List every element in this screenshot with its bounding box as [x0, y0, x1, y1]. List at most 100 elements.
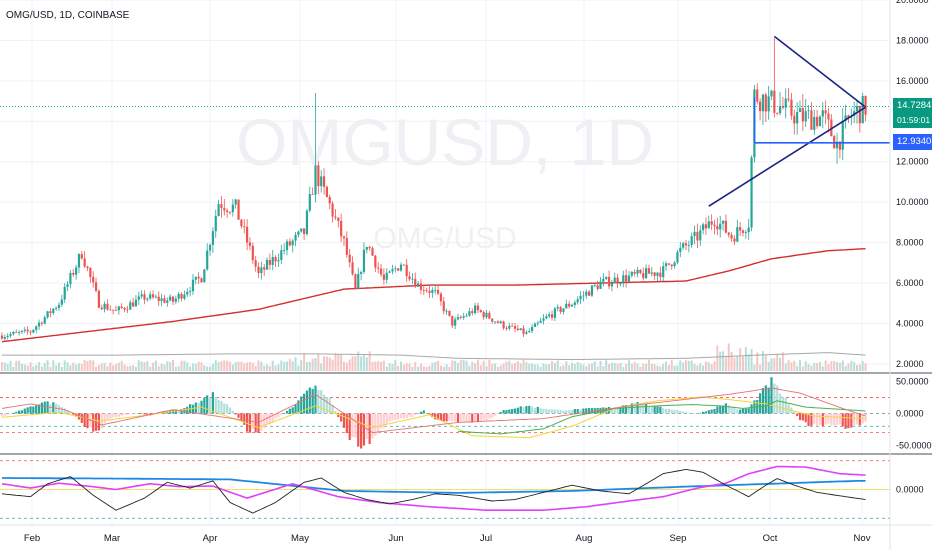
x-tick-label: Mar: [104, 533, 120, 544]
candle-body: [519, 328, 522, 331]
candle-body: [585, 291, 588, 296]
candle: [693, 225, 696, 244]
candle: [246, 219, 249, 251]
candle: [770, 89, 773, 101]
candle: [166, 297, 169, 307]
volume-bar: [243, 363, 246, 371]
volume-bar: [314, 358, 317, 371]
osc1-histogram-bar: [767, 387, 770, 414]
y-tick-label: 12.0000: [896, 157, 929, 167]
osc1-histogram-bar: [208, 397, 212, 414]
volume-bar: [727, 343, 730, 371]
osc1-histogram-bar: [636, 401, 639, 414]
candle: [186, 288, 189, 297]
candle: [428, 286, 431, 298]
osc1-histogram-bar: [377, 413, 380, 434]
osc2-blue-line: [2, 477, 866, 494]
osc1-histogram-bar: [693, 413, 696, 414]
candle-body: [721, 220, 725, 224]
volume-bar: [385, 366, 388, 371]
osc1-histogram-bar: [291, 407, 294, 414]
osc1-histogram-bar: [40, 402, 43, 414]
volume-bar: [659, 366, 662, 371]
osc1-histogram-bar: [650, 406, 653, 414]
candle: [114, 305, 118, 311]
volume-bar: [38, 362, 41, 371]
candle-body: [106, 303, 109, 310]
osc1-yellow-line: [1, 396, 866, 439]
volume-bar: [756, 352, 759, 371]
candle-body: [784, 98, 787, 108]
osc1-histogram-bar: [436, 413, 440, 420]
candle: [18, 330, 21, 336]
candle-body: [707, 221, 710, 229]
volume-bar: [542, 363, 545, 371]
volume-bar: [194, 363, 197, 371]
candle: [177, 291, 180, 303]
candle-body: [248, 242, 252, 246]
volume-bar: [764, 355, 767, 371]
osc1-histogram-bar: [493, 413, 497, 416]
candle-body: [166, 300, 169, 303]
candle-body: [790, 99, 793, 116]
candle-body: [531, 326, 534, 332]
osc1-histogram-bar: [371, 413, 374, 439]
osc1-histogram-bar: [3, 413, 6, 416]
candle: [157, 291, 160, 307]
candle-body: [251, 245, 254, 261]
watermark-main: OMGUSD, 1D: [236, 105, 654, 179]
volume-bar: [320, 363, 323, 371]
candle-body: [474, 305, 477, 314]
osc1-histogram-bar: [810, 413, 813, 426]
osc1-histogram-bar: [716, 406, 719, 414]
osc1-histogram-bar: [29, 406, 32, 414]
osc1-histogram-bar: [855, 413, 859, 425]
osc1-histogram-bar: [739, 409, 742, 414]
candle-body: [807, 110, 810, 112]
osc1-histogram-bar: [516, 407, 519, 414]
volume-bar: [861, 361, 864, 371]
osc1-histogram-bar: [337, 413, 340, 418]
candle: [112, 309, 115, 315]
candle-body: [46, 311, 49, 318]
candle: [180, 292, 183, 302]
osc1-histogram-bar: [23, 408, 26, 414]
candle-body: [340, 220, 343, 237]
candle: [357, 267, 360, 290]
volume-bar: [716, 345, 719, 371]
candle-body: [271, 257, 274, 265]
volume-bar: [334, 353, 337, 371]
candle: [471, 308, 474, 316]
candle: [191, 274, 195, 296]
osc1-histogram-bar: [15, 411, 18, 414]
candle: [55, 306, 58, 311]
osc1-histogram-bar: [265, 413, 269, 424]
candle: [781, 97, 784, 110]
osc1-histogram-bar: [331, 404, 334, 414]
volume-bar: [850, 360, 853, 371]
volume-bar: [160, 363, 163, 371]
candle-body: [545, 316, 548, 319]
osc1-histogram-bar: [682, 411, 685, 414]
candle: [810, 102, 813, 130]
osc1-histogram-bar: [422, 410, 425, 414]
osc1-histogram-bar: [622, 405, 625, 414]
osc1-histogram-bar: [397, 413, 400, 420]
candle-body: [374, 255, 377, 268]
osc1-histogram-bar: [106, 413, 109, 421]
candle-body: [285, 241, 289, 251]
candle-body: [208, 245, 212, 251]
candle: [816, 109, 819, 129]
candle: [132, 297, 135, 308]
candle: [619, 281, 622, 287]
volume-bar: [628, 360, 630, 371]
candle: [49, 308, 52, 318]
candle: [388, 270, 391, 274]
x-tick-label: Feb: [24, 533, 40, 544]
candle-body: [126, 309, 129, 311]
candle-body: [280, 250, 283, 261]
candle: [117, 305, 120, 315]
volume-bar: [391, 364, 394, 371]
osc1-histogram-bar: [57, 405, 61, 414]
